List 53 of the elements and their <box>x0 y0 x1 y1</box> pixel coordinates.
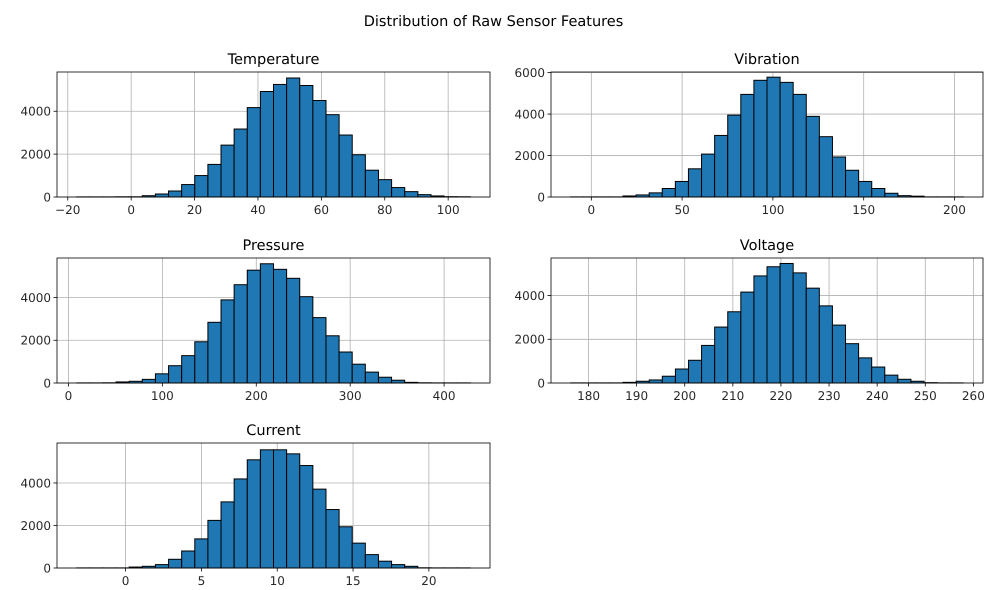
y-tick-label: 0 <box>43 376 51 390</box>
chart-title: Vibration <box>734 52 800 68</box>
text: Distribution of Raw Sensor Features <box>364 14 624 30</box>
chart-title: Voltage <box>740 238 794 254</box>
chart-title: Pressure <box>242 238 305 254</box>
x-tick-label: 15 <box>345 574 361 588</box>
y-tick-label: 4000 <box>20 476 51 490</box>
x-tick-label: 0 <box>127 203 135 217</box>
x-tick-label: 50 <box>674 203 690 217</box>
x-tick-label: 190 <box>625 389 648 403</box>
x-tick-label: 0 <box>587 203 596 217</box>
y-tick-label: 4000 <box>514 288 545 303</box>
x-tick-label: −20 <box>55 203 80 217</box>
x-tick-label: 80 <box>377 203 392 217</box>
y-tick-label: 6000 <box>514 66 545 80</box>
y-tick-label: 0 <box>537 376 545 390</box>
y-tick-label: 0 <box>537 190 545 204</box>
x-tick-label: 200 <box>244 389 268 403</box>
x-tick-label: 210 <box>721 389 744 403</box>
x-tick-label: 100 <box>761 203 784 217</box>
x-tick-label: 100 <box>150 389 174 403</box>
x-tick-label: 0 <box>64 389 72 403</box>
x-tick-label: 200 <box>673 389 696 403</box>
y-tick-label: 2000 <box>514 332 545 347</box>
y-tick-label: 2000 <box>514 148 545 163</box>
y-tick-label: 0 <box>43 561 51 576</box>
x-tick-label: 220 <box>770 389 792 403</box>
y-tick-label: 2000 <box>20 334 51 348</box>
chart-title: Temperature <box>226 52 320 68</box>
x-tick-label: 260 <box>962 389 985 403</box>
x-tick-label: 300 <box>338 389 362 403</box>
x-tick-label: 0 <box>122 574 130 588</box>
x-tick-label: 150 <box>852 203 876 217</box>
x-tick-label: 400 <box>432 389 456 403</box>
x-tick-label: 20 <box>421 574 437 588</box>
x-tick-label: 5 <box>198 574 206 588</box>
x-tick-label: 230 <box>818 389 841 403</box>
x-tick-label: 40 <box>250 203 266 217</box>
x-tick-label: 100 <box>436 203 460 217</box>
x-tick-label: 200 <box>943 203 966 217</box>
x-tick-label: 10 <box>270 574 285 588</box>
y-tick-label: 4000 <box>514 107 545 122</box>
y-tick-label: 4000 <box>20 290 51 305</box>
y-tick-label: 2000 <box>20 518 51 533</box>
x-tick-label: 250 <box>914 389 937 403</box>
y-tick-label: 4000 <box>20 104 51 119</box>
y-tick-label: 2000 <box>20 147 51 162</box>
y-tick-label: 0 <box>43 190 51 204</box>
x-tick-label: 180 <box>577 389 600 403</box>
x-tick-label: 60 <box>314 203 330 217</box>
chart-title: Current <box>246 423 302 439</box>
x-tick-label: 20 <box>186 203 202 217</box>
x-tick-label: 240 <box>866 389 889 403</box>
